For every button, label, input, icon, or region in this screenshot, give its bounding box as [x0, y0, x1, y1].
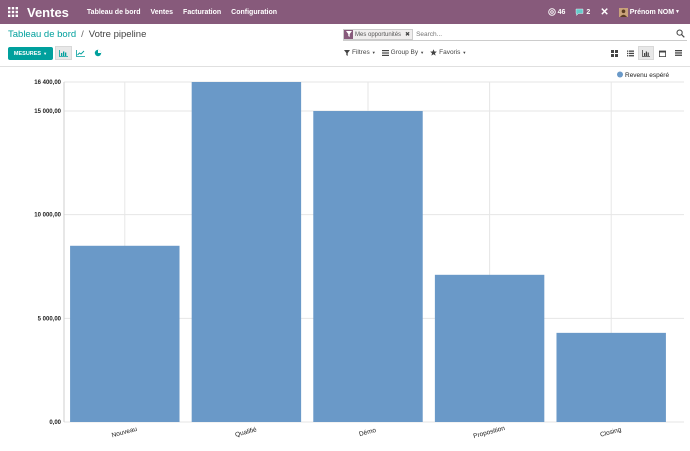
bar[interactable]	[434, 274, 545, 422]
measures-button[interactable]: MESURES ▼	[8, 47, 53, 60]
breadcrumb: Tableau de bord / Votre pipeline	[8, 29, 146, 40]
breadcrumb-separator: /	[81, 29, 84, 40]
mentions-count: 46	[557, 8, 566, 16]
x-tick-label: Closing	[599, 426, 622, 438]
list-icon	[381, 49, 389, 56]
search-input[interactable]	[416, 28, 687, 40]
page-title: Votre pipeline	[88, 29, 147, 40]
funnel-icon	[344, 49, 350, 56]
bar-chart-mode-button[interactable]	[55, 46, 72, 60]
chat-bubble-icon	[576, 8, 584, 16]
bar[interactable]	[70, 245, 180, 422]
facet-label: Mes opportunités	[353, 29, 404, 39]
x-tick-label: Proposition	[473, 425, 507, 440]
caret-down-icon: ▼	[43, 51, 48, 56]
filters-label: Filtres	[352, 49, 370, 56]
top-navbar: Ventes Tableau de bord Ventes Facturatio…	[0, 0, 690, 24]
search-options: Filtres ▼ Group By ▼ Favoris ▼	[344, 49, 472, 56]
messages-count: 2	[586, 8, 591, 16]
x-axis-ticks: Nouveau Qualifié Démo Proposition Closing	[111, 425, 623, 440]
apps-grid-icon[interactable]	[2, 0, 24, 24]
kanban-view-button[interactable]	[606, 46, 622, 60]
caret-down-icon: ▼	[371, 50, 376, 55]
bar[interactable]	[313, 111, 423, 423]
menu-configuration[interactable]: Configuration	[231, 8, 278, 16]
y-tick-label: 16 400,00	[34, 80, 61, 86]
x-tick-label: Démo	[358, 427, 377, 438]
x-tick-label: Nouveau	[111, 426, 138, 440]
line-chart-icon	[76, 49, 85, 57]
favorites-dropdown[interactable]: Favoris ▼	[430, 49, 466, 56]
close-icon[interactable]: ✕	[600, 6, 609, 18]
groupby-dropdown[interactable]: Group By ▼	[381, 49, 425, 56]
y-tick-label: 10 000,00	[34, 213, 61, 219]
list-view-icon	[626, 50, 634, 56]
menu-facturation[interactable]: Facturation	[183, 8, 222, 16]
kanban-icon	[610, 49, 618, 57]
messages-button[interactable]: 2	[575, 8, 590, 16]
pie-chart-mode-button[interactable]	[89, 46, 106, 60]
list-view-button[interactable]	[622, 46, 638, 60]
legend-swatch	[617, 71, 623, 78]
pivot-view-button[interactable]	[670, 46, 686, 60]
line-chart-mode-button[interactable]	[72, 46, 89, 60]
chart-bars	[70, 82, 666, 423]
graph-mode-buttons	[55, 46, 106, 60]
y-axis-ticks: 0,00 5 000,00 10 000,00 15 000,00 16 400,00	[34, 80, 61, 426]
app-brand[interactable]: Ventes	[27, 4, 69, 20]
y-tick-label: 0,00	[49, 420, 61, 426]
calendar-icon	[658, 50, 666, 57]
mentions-button[interactable]: 46	[547, 8, 566, 16]
chart-legend[interactable]: Revenu espéré	[617, 71, 669, 80]
chevron-down-icon: ▼	[675, 9, 680, 15]
groupby-label: Group By	[390, 49, 419, 56]
x-tick-label: Qualifié	[234, 426, 257, 439]
view-switcher	[606, 46, 686, 60]
caret-down-icon: ▼	[420, 50, 425, 55]
star-icon	[430, 49, 437, 56]
bar[interactable]	[556, 332, 666, 422]
legend-label: Revenu espéré	[625, 72, 669, 79]
user-menu[interactable]: Prénom NOM ▼	[618, 7, 680, 17]
bar-chart-icon	[59, 49, 68, 57]
filters-dropdown[interactable]: Filtres ▼	[344, 49, 376, 56]
graph-view-button[interactable]	[638, 46, 654, 60]
bar[interactable]	[191, 82, 302, 422]
y-tick-label: 5 000,00	[38, 316, 62, 322]
facet-remove-icon[interactable]: ✖	[403, 29, 413, 39]
table-icon	[674, 49, 682, 56]
breadcrumb-parent[interactable]: Tableau de bord	[8, 29, 77, 40]
search-icon[interactable]	[676, 29, 685, 38]
at-icon	[547, 8, 556, 16]
search-bar: Mes opportunités ✖	[343, 28, 687, 41]
user-name: Prénom NOM	[629, 8, 675, 16]
measures-label: MESURES	[13, 50, 42, 57]
calendar-view-button[interactable]	[654, 46, 670, 60]
user-avatar-icon	[618, 7, 628, 17]
menu-ventes[interactable]: Ventes	[150, 8, 174, 16]
graph-icon	[642, 49, 650, 57]
favorites-label: Favoris	[439, 49, 461, 56]
menu-tableau-de-bord[interactable]: Tableau de bord	[86, 8, 141, 16]
filter-icon	[344, 29, 353, 39]
navbar-systray: 46 2 ✕ Prénom NOM ▼	[547, 0, 690, 24]
control-panel-divider	[0, 66, 690, 67]
search-facet: Mes opportunités ✖	[343, 28, 414, 40]
y-tick-label: 15 000,00	[34, 109, 61, 115]
pie-chart-icon	[94, 49, 101, 57]
caret-down-icon: ▼	[462, 50, 467, 55]
